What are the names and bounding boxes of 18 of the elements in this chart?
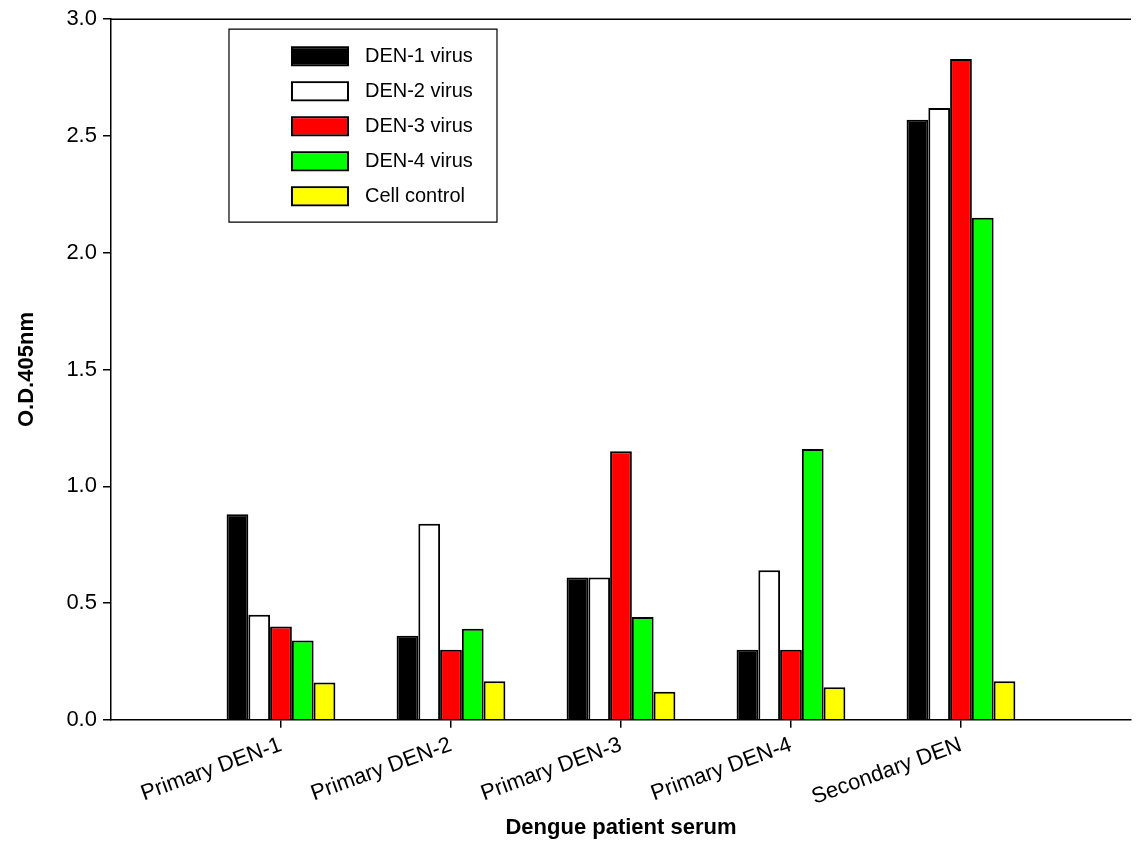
- legend-label: Cell control: [364, 183, 466, 206]
- legend-label: DEN-2 virus: [364, 78, 473, 101]
- x-axis-title: Dengue patient serum: [505, 813, 737, 839]
- y-tick-label: 2.0: [66, 238, 97, 264]
- y-tick-label: 0.5: [66, 589, 97, 615]
- y-tick-label: 1.0: [66, 472, 97, 498]
- y-tick-label: 0.0: [66, 705, 97, 731]
- legend-label: DEN-4 virus: [364, 148, 473, 171]
- y-tick-label: 3.0: [66, 5, 97, 31]
- y-tick-label: 1.5: [66, 355, 97, 381]
- y-axis-title: O.D.405nm: [13, 312, 39, 427]
- legend-label: DEN-3 virus: [364, 113, 473, 136]
- y-tick-label: 2.5: [66, 122, 97, 148]
- x-tick-label: Primary DEN-2: [307, 731, 455, 806]
- legend-label: DEN-1 virus: [364, 43, 473, 66]
- x-tick-label: Primary DEN-3: [477, 731, 625, 806]
- x-tick-label: Primary DEN-4: [647, 731, 795, 806]
- x-tick-label: Primary DEN-1: [137, 731, 285, 806]
